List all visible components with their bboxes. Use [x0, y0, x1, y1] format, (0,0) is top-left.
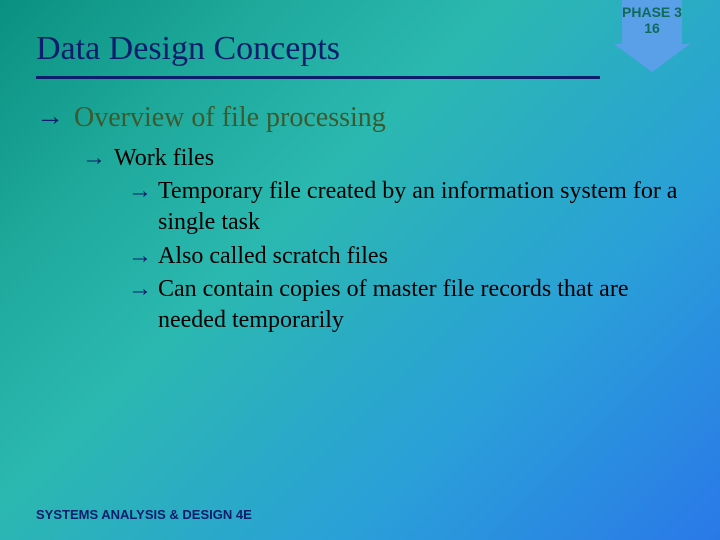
bullet-lvl2-text: Work files	[114, 143, 214, 174]
bullet-lvl3: → Also called scratch files	[128, 241, 684, 272]
bullet-lvl1-text: Overview of file processing	[74, 100, 386, 135]
phase-line1: PHASE 3	[614, 4, 690, 20]
bullet-lvl3: → Can contain copies of master file reco…	[128, 274, 684, 336]
content: → Overview of file processing → Work fil…	[36, 100, 684, 338]
bullet-lvl3: → Temporary file created by an informati…	[128, 176, 684, 238]
bullet-lvl2: → Work files	[82, 143, 684, 174]
phase-line2: 16	[614, 20, 690, 36]
slide: PHASE 3 16 Data Design Concepts → Overvi…	[0, 0, 720, 540]
arrow-icon: →	[128, 274, 152, 336]
bullet-lvl3-text: Also called scratch files	[158, 241, 388, 272]
title-block: Data Design Concepts	[36, 30, 600, 79]
arrow-icon: →	[36, 100, 64, 135]
title-rule	[36, 76, 600, 79]
phase-badge-text: PHASE 3 16	[614, 4, 690, 36]
footer-text: SYSTEMS ANALYSIS & DESIGN 4E	[36, 507, 252, 522]
page-title: Data Design Concepts	[36, 30, 600, 74]
arrow-icon: →	[82, 143, 106, 174]
bullet-lvl3-text: Temporary file created by an information…	[158, 176, 678, 238]
phase-badge: PHASE 3 16	[614, 0, 690, 72]
bullet-lvl3-text: Can contain copies of master file record…	[158, 274, 678, 336]
bullet-lvl1: → Overview of file processing	[36, 100, 684, 135]
arrow-icon: →	[128, 176, 152, 238]
arrow-icon: →	[128, 241, 152, 272]
